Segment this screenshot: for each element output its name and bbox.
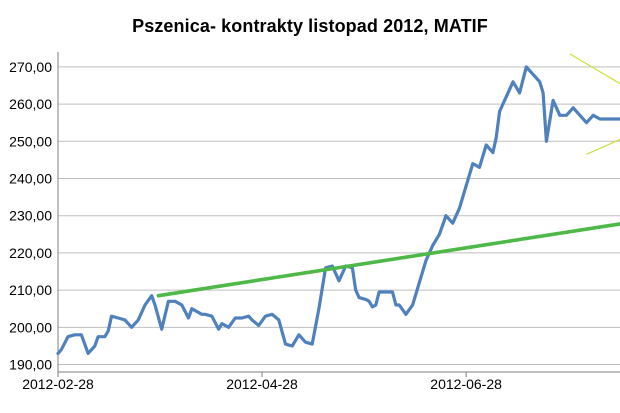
y-tick-labels: 190,00 200,00 210,00 220,00 230,00 240,00 250,… <box>9 59 52 373</box>
x-tick-labels: 2012-02-28 2012-04-28 2012-06-28 <box>22 376 502 392</box>
x-tick-label: 2012-02-28 <box>22 376 94 392</box>
chart-title: Pszenica- kontrakty listopad 2012, MATIF <box>132 16 488 36</box>
y-tick-label: 200,00 <box>9 319 52 335</box>
markers <box>569 53 620 155</box>
y-tick-label: 260,00 <box>9 96 52 112</box>
y-tick-label: 220,00 <box>9 245 52 261</box>
y-tick-label: 210,00 <box>9 282 52 298</box>
series <box>56 65 620 355</box>
y-tick-label: 190,00 <box>9 357 52 373</box>
price-line <box>56 65 620 355</box>
gridlines <box>58 66 620 366</box>
y-tick-label: 250,00 <box>9 133 52 149</box>
y-tick-label: 230,00 <box>9 208 52 224</box>
y-tick-label: 240,00 <box>9 171 52 187</box>
marker-line <box>586 138 620 155</box>
x-tick-label: 2012-06-28 <box>430 376 502 392</box>
x-tick-label: 2012-04-28 <box>226 376 298 392</box>
axes <box>57 52 620 377</box>
y-tick-label: 270,00 <box>9 59 52 75</box>
marker-line <box>569 53 620 85</box>
trend-line <box>156 222 620 298</box>
